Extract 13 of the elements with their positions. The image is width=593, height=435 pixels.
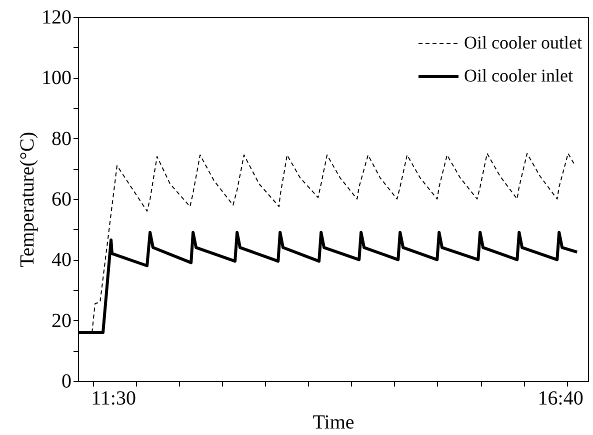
y-tick-label: 80 (52, 128, 72, 150)
y-tick-label: 0 (62, 370, 72, 392)
y-tick-label: 100 (42, 67, 72, 90)
x-tick-label: 11:30 (91, 388, 136, 410)
y-tick-label: 40 (52, 249, 72, 272)
y-tick-label: 120 (42, 6, 72, 28)
y-tick-label: 20 (52, 310, 72, 332)
legend-label: Oil cooler outlet (464, 32, 582, 52)
y-axis-title: Temperature(°C) (16, 132, 38, 268)
x-axis-title: Time (312, 412, 354, 434)
legend-label: Oil cooler inlet (464, 66, 573, 86)
y-tick-label: 60 (52, 188, 72, 210)
x-tick-label: 16:40 (538, 388, 584, 410)
